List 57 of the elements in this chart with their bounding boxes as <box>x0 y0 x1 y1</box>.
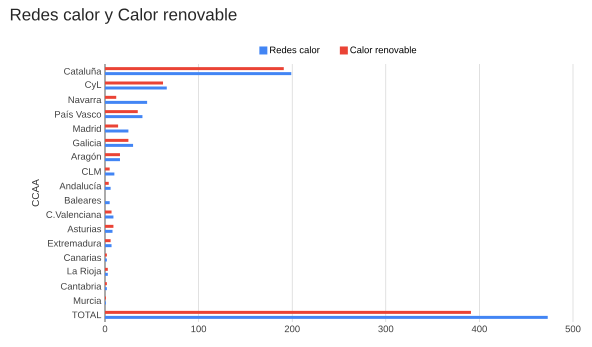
bar <box>105 124 118 128</box>
y-tick-label: CyL <box>85 81 102 90</box>
bar <box>105 210 112 214</box>
bar <box>105 138 128 142</box>
bar <box>105 268 108 271</box>
y-tick-label: C.Valenciana <box>46 211 102 218</box>
x-tick-label: 300 <box>378 326 394 332</box>
bar <box>105 201 110 204</box>
y-tick-label: Cantabria <box>60 282 102 290</box>
y-tick-label: Andalucía <box>59 182 102 190</box>
y-tick-label: Baleares <box>64 196 102 204</box>
bar <box>105 215 114 218</box>
y-tick-label: TOTAL <box>72 311 102 318</box>
chart-title: Redes calor y Calor renovable <box>10 8 237 24</box>
y-tick-label: Madrid <box>73 125 101 132</box>
bar <box>105 224 114 228</box>
legend-label: Calor renovable <box>350 46 416 54</box>
legend-label: Redes calor <box>270 46 320 54</box>
bar <box>105 230 112 233</box>
bar <box>105 186 111 190</box>
bar <box>105 172 114 176</box>
x-tick-label: 100 <box>191 326 206 332</box>
bar <box>105 182 109 185</box>
y-tick-label: Extremadura <box>48 240 102 247</box>
y-tick-label: Aragón <box>70 152 101 162</box>
bar <box>105 158 120 162</box>
bar <box>105 72 292 76</box>
bar <box>105 67 284 70</box>
bar <box>105 244 112 248</box>
x-tick-label: 0 <box>102 326 108 332</box>
y-tick-label: Cataluña <box>64 68 102 75</box>
bar <box>105 82 164 85</box>
bar <box>105 115 142 118</box>
bar <box>105 129 128 132</box>
y-tick-label: País Vasco <box>55 110 102 118</box>
bar <box>105 100 148 104</box>
bar <box>105 316 548 319</box>
y-tick-label: Murcia <box>74 297 102 304</box>
bar <box>105 110 138 114</box>
bar <box>105 153 120 156</box>
y-tick-label: La Rioja <box>68 267 102 276</box>
bar <box>105 144 134 147</box>
bar <box>105 272 108 276</box>
x-tick-label: 500 <box>565 326 581 332</box>
y-tick-label: CLM <box>82 168 101 175</box>
y-tick-label: Asturias <box>67 225 102 232</box>
x-tick-label: 400 <box>472 326 487 332</box>
bar <box>105 310 471 314</box>
bar <box>105 96 116 99</box>
y-tick-label: Canarias <box>64 254 102 261</box>
bar <box>105 86 167 90</box>
y-tick-label: Navarra <box>68 96 102 104</box>
bar <box>105 168 110 171</box>
x-tick-label: 200 <box>284 326 300 332</box>
y-tick-label: Galicia <box>73 139 102 146</box>
y-axis-title: CCAA <box>32 179 40 206</box>
bar <box>105 239 111 242</box>
